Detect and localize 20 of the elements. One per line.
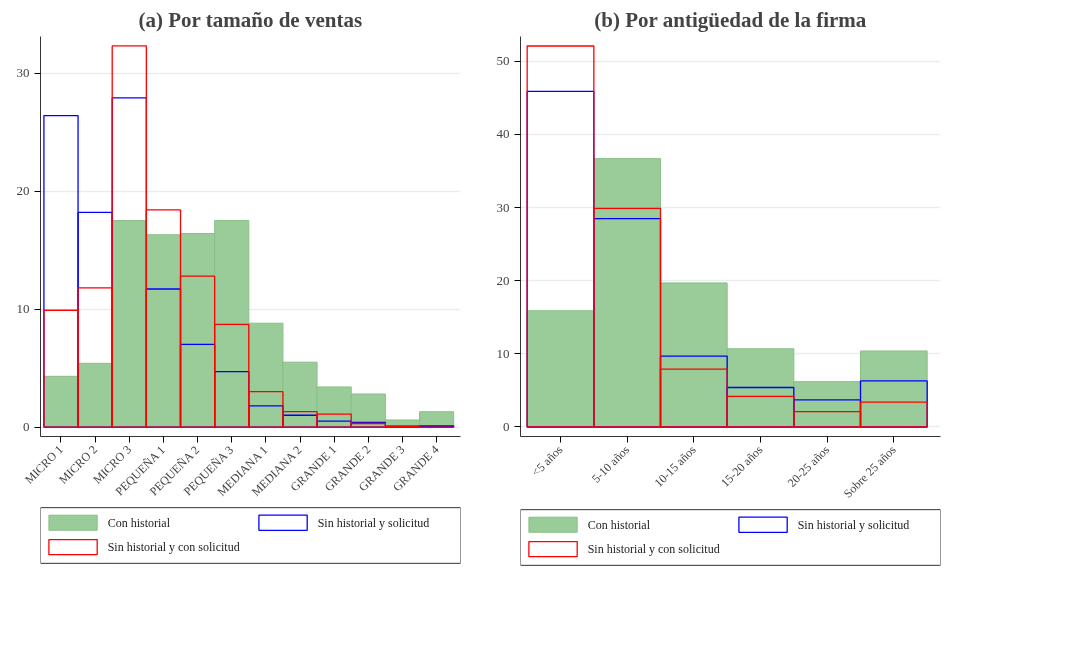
legend-label: Sin historial y solicitud — [797, 517, 910, 532]
y-tick-label: 40 — [496, 126, 510, 142]
x-tick-label: <5 años — [528, 442, 566, 480]
legend-label: Con historial — [587, 517, 651, 532]
legend-label: Sin historial y con solicitud — [587, 542, 720, 557]
y-tick-label: 50 — [496, 53, 510, 69]
legend-label: Sin historial y solicitud — [317, 515, 430, 530]
chart-title: (a) Por tamaño de ventas — [138, 7, 363, 32]
x-tick-label: 5-10 años — [588, 442, 633, 486]
y-tick-label: 30 — [496, 199, 510, 215]
y-tick-label: 30 — [16, 65, 30, 81]
chart-title: (b) Por antigüedad de la firma — [594, 7, 867, 32]
y-tick-label: 20 — [16, 183, 30, 199]
y-tick-label: 0 — [23, 419, 30, 435]
y-tick-label: 10 — [496, 345, 510, 361]
y-tick-label: 0 — [503, 418, 510, 434]
y-tick-label: 10 — [16, 301, 30, 317]
legend-label: Con historial — [107, 515, 171, 530]
legend-label: Sin historial y con solicitud — [107, 540, 240, 555]
y-tick-label: 20 — [496, 272, 510, 288]
